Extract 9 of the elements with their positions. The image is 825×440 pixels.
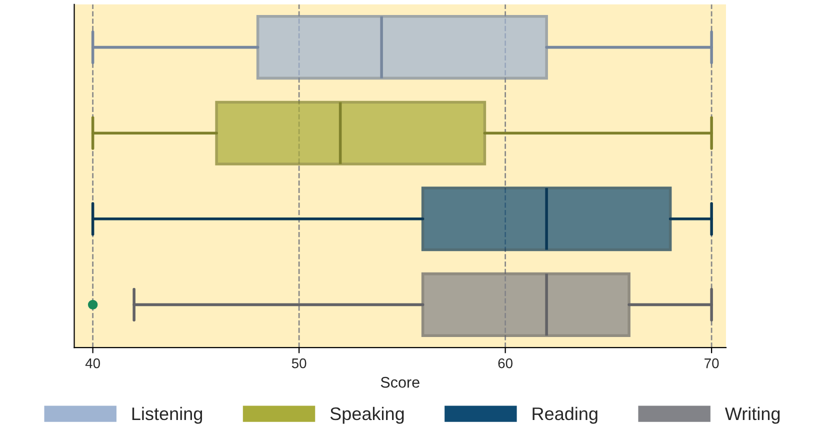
legend-label: Speaking — [330, 406, 404, 424]
x-tick-label: 40 — [85, 358, 100, 368]
x-tick-label: 60 — [498, 358, 512, 368]
x-tick-label: 70 — [704, 358, 719, 368]
x-axis-title: Score — [380, 376, 420, 388]
legend-label: Writing — [724, 406, 780, 424]
legend-label: Listening — [132, 406, 202, 424]
legend-label: Reading — [532, 406, 598, 424]
x-tick-label: 50 — [292, 358, 306, 368]
